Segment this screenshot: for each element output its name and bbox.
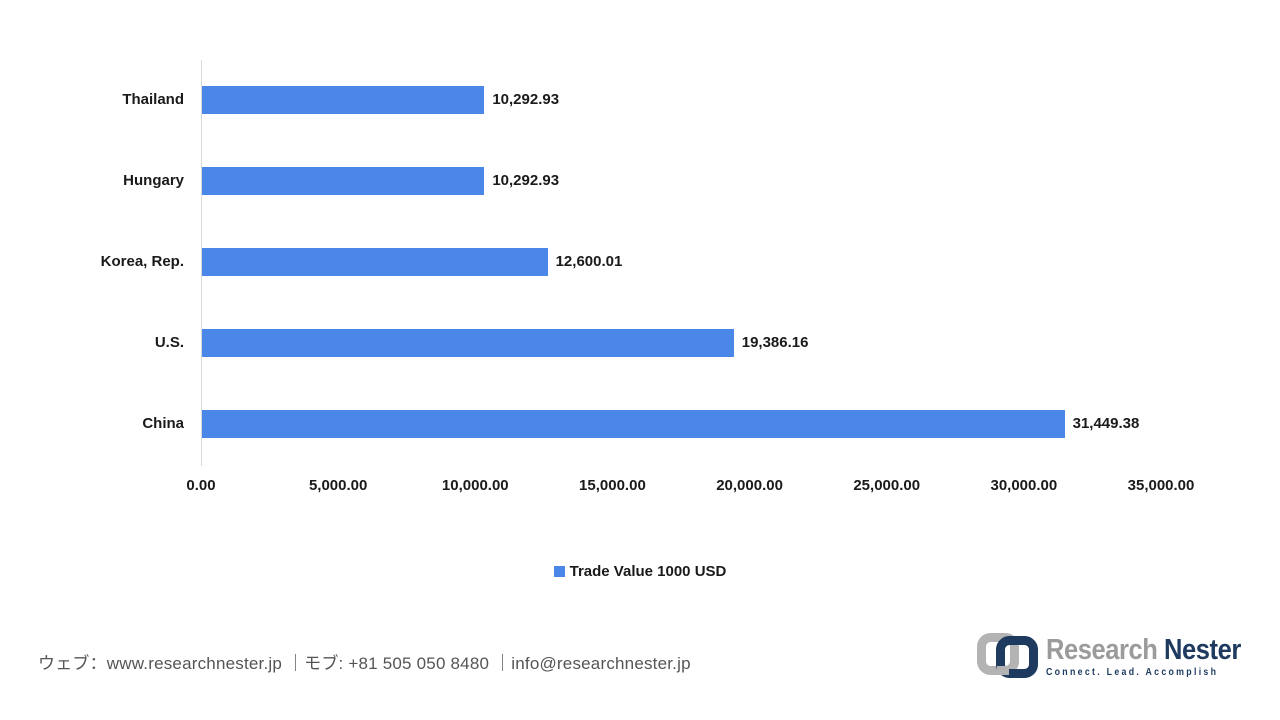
category-label: Thailand [122,91,184,108]
bar-hungary [202,167,485,195]
bar-chart: Thailand 10,292.93 Hungary 10,292.93 Korea, … [0,60,1280,466]
x-tick-label: 15,000.00 [579,477,646,494]
y-axis-line [201,60,202,466]
category-label: Hungary [123,172,184,189]
x-tick-label: 35,000.00 [1127,477,1195,494]
legend-swatch-icon [553,566,565,577]
value-label: 31,449.38 [1072,415,1140,432]
legend-label: Trade Value 1000 USD [569,563,727,580]
logo-brand-primary: Research [1046,634,1158,666]
x-tick-label: 30,000.00 [990,477,1058,494]
value-label: 12,600.01 [555,253,623,270]
x-tick-label: 10,000.00 [441,477,509,494]
value-label: 10,292.93 [492,91,560,108]
category-label: U.S. [154,334,184,351]
bar-thailand [202,86,485,114]
footer-contact-text: ウェブ：www.researchnester.jp ｜モブ: +81 505 0… [38,654,691,673]
value-label: 10,292.93 [492,172,560,189]
x-tick-label: 0.00 [186,477,216,494]
category-label: Korea, Rep. [100,253,184,270]
x-axis: 0.00 5,000.00 10,000.00 15,000.00 20,000.00 2… [0,477,1280,499]
logo-brand-secondary: Nester [1164,634,1241,666]
bar-china [202,410,1065,438]
x-tick-label: 20,000.00 [716,477,783,494]
bar-u-s [202,329,734,357]
logo-tagline: Connect. Lead. Accomplish [1046,667,1219,678]
category-label: China [142,415,184,432]
research-nester-logo: Research Nester Connect. Lead. Accomplis… [975,629,1267,686]
chain-link-logo-icon [975,629,1039,686]
x-tick-label: 5,000.00 [308,477,368,494]
value-label: 19,386.16 [741,334,809,351]
x-tick-label: 25,000.00 [853,477,921,494]
bar-korea-rep [202,248,548,276]
logo-brand-name: Research Nester [1046,635,1241,665]
chart-legend: Trade Value 1000 USD [0,563,1280,580]
logo-text-block: Research Nester Connect. Lead. Accomplis… [1046,635,1241,678]
